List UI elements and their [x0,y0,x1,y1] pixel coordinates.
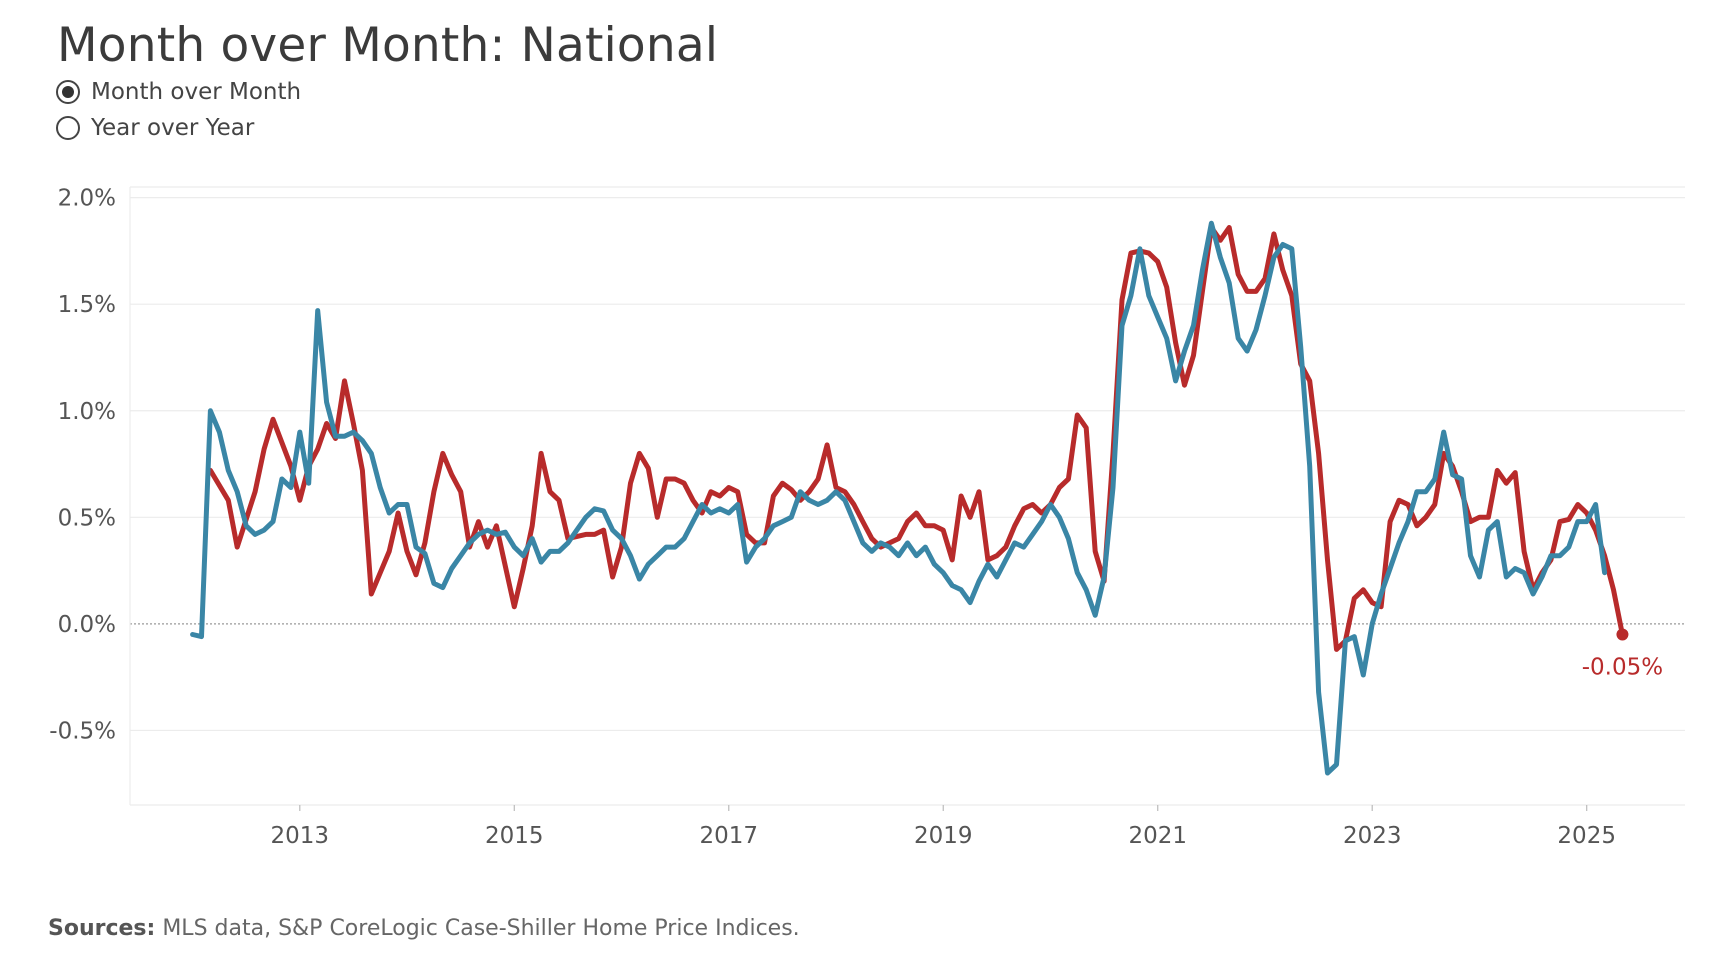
sources-label: Sources: [48,916,156,941]
radio-label-year-over-year: Year over Year [91,115,255,141]
x-tick-label: 2015 [485,823,544,849]
y-tick-label: 0.0% [58,612,116,638]
x-tick-label: 2021 [1128,823,1187,849]
x-tick-label: 2019 [914,823,973,849]
series-line-blue [190,220,1608,776]
y-tick-label: 0.5% [58,505,116,531]
radio-selected-icon [56,80,80,104]
radio-unselected-icon [56,116,80,140]
series-line-red [207,225,1625,652]
radio-year-over-year[interactable]: Year over Year [56,115,254,141]
series-lines [190,220,1625,776]
radio-label-month-over-month: Month over Month [91,79,302,105]
axes: 2.0% 1.5% 1.0% 0.5% 0.0% -0.5% 2013 2015 2017 201… [49,186,1616,849]
x-tick-label: 2025 [1557,823,1616,849]
x-tick-label: 2023 [1343,823,1402,849]
radio-month-over-month[interactable]: Month over Month [56,79,301,105]
gridlines [129,186,1685,806]
y-tick-label: 1.0% [58,399,116,425]
end-point-marker [1616,628,1629,641]
x-tick-label: 2013 [271,823,330,849]
y-tick-label: -0.5% [49,718,116,744]
y-tick-label: 2.0% [58,186,116,212]
x-tick-label: 2017 [699,823,758,849]
y-tick-label: 1.5% [58,292,116,318]
page-title: Month over Month: National [57,18,719,73]
sources-footer: Sources: MLS data, S&P CoreLogic Case-Sh… [48,916,800,941]
annotations: -0.05% [1582,628,1663,681]
end-value-label: -0.05% [1582,655,1663,681]
sources-text: MLS data, S&P CoreLogic Case-Shiller Hom… [162,916,800,941]
